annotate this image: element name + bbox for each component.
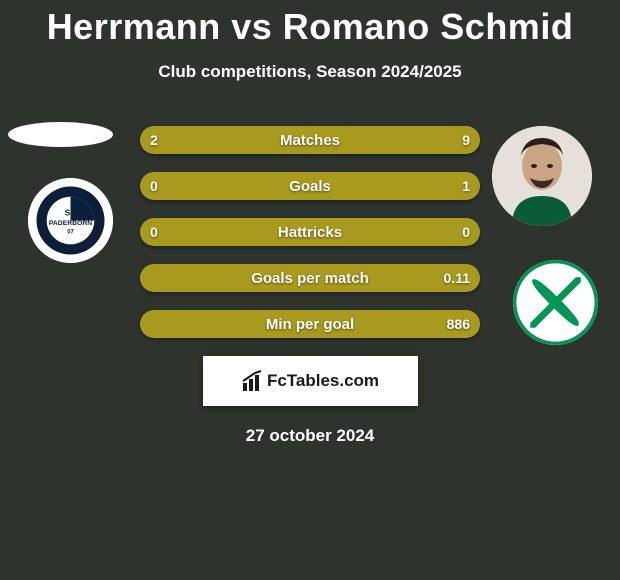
stat-row-matches: 2 Matches 9 xyxy=(140,126,480,154)
date-line: 27 october 2024 xyxy=(0,426,620,446)
stat-row-min-per-goal: Min per goal 886 xyxy=(140,310,480,338)
brand-text: FcTables.com xyxy=(267,371,379,391)
bars-icon xyxy=(241,369,265,393)
bar-left xyxy=(140,218,310,246)
bar-right xyxy=(140,172,480,200)
bar-track xyxy=(140,172,480,200)
stat-row-goals: 0 Goals 1 xyxy=(140,172,480,200)
bar-track xyxy=(140,310,480,338)
bar-track xyxy=(140,218,480,246)
bar-right xyxy=(202,126,480,154)
stats-area: 2 Matches 9 0 Goals 1 0 Hattricks 0 xyxy=(0,126,620,338)
stat-row-goals-per-match: Goals per match 0.11 xyxy=(140,264,480,292)
bar-track xyxy=(140,264,480,292)
bar-right xyxy=(140,310,480,338)
brand-box[interactable]: FcTables.com xyxy=(203,356,418,406)
bar-left xyxy=(140,126,202,154)
bar-right xyxy=(140,264,480,292)
bar-track xyxy=(140,126,480,154)
subtitle: Club competitions, Season 2024/2025 xyxy=(0,62,620,82)
bar-right xyxy=(310,218,480,246)
page-title: Herrmann vs Romano Schmid xyxy=(0,0,620,48)
stat-row-hattricks: 0 Hattricks 0 xyxy=(140,218,480,246)
